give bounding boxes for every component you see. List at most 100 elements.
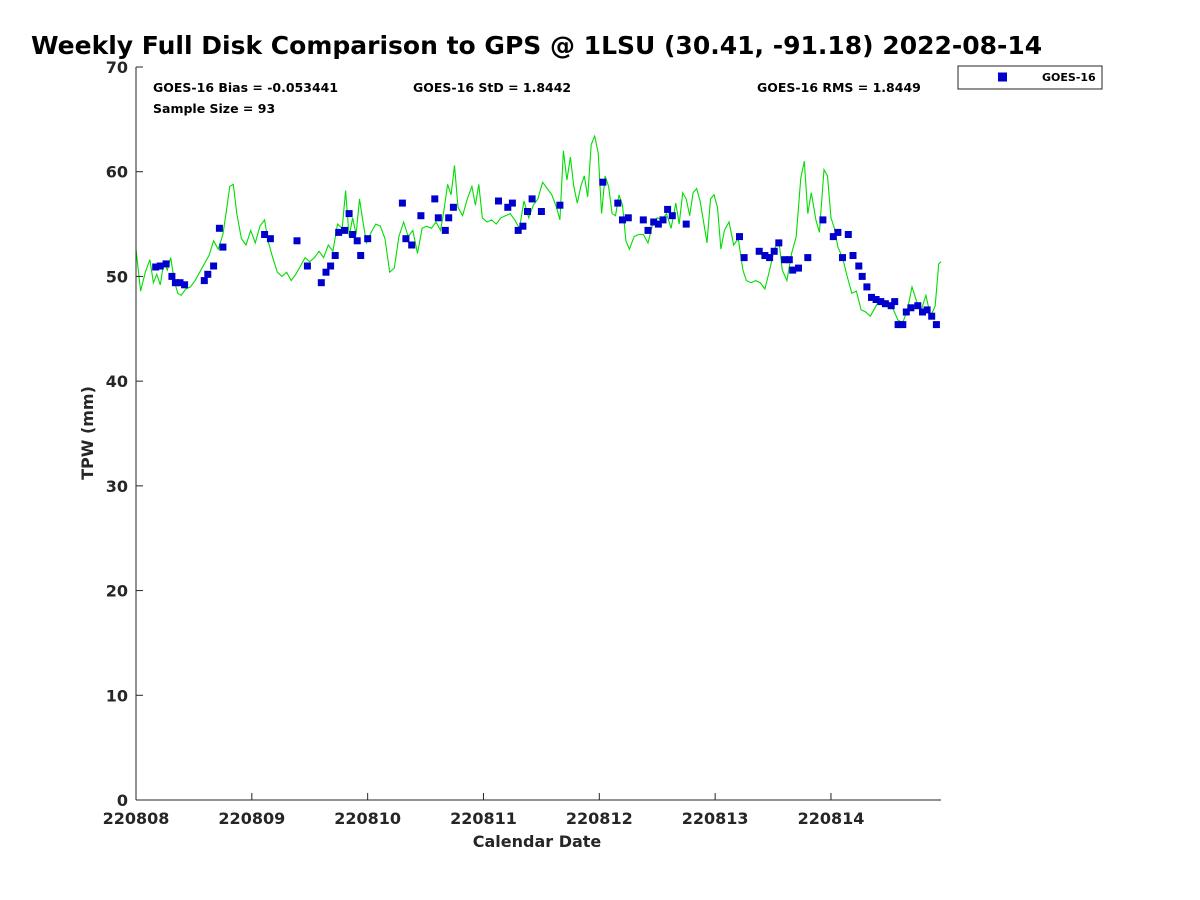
y-axis-ticks: 0 10 20 30 40 50 60 70 (106, 58, 143, 810)
goes16-data-point (341, 226, 348, 234)
goes16-data-point (417, 212, 425, 220)
goes16-data-point (891, 298, 899, 306)
goes16-data-point (441, 226, 449, 234)
chart-title: Weekly Full Disk Comparison to GPS @ 1LS… (31, 31, 1042, 60)
goes16-data-point (819, 216, 827, 224)
goes16-data-point (431, 195, 439, 203)
y-axis-label: TPW (mm) (78, 386, 97, 480)
goes16-data-point (761, 252, 769, 259)
goes16-data-point (357, 252, 365, 259)
goes16-data-point (872, 296, 880, 303)
y-tick-label: 60 (106, 163, 128, 182)
bias-stat: GOES-16 Bias = -0.053441 (153, 80, 338, 95)
goes16-data-point (599, 178, 607, 186)
x-tick-label: 220808 (103, 809, 170, 828)
goes16-data-point (682, 220, 690, 228)
goes16-data-point (839, 254, 846, 262)
goes16-data-point (303, 262, 311, 270)
goes16-data-point (650, 218, 658, 226)
goes16-data-point (804, 254, 812, 262)
goes16-data-point (855, 262, 863, 270)
goes16-data-point (644, 226, 652, 234)
goes16-data-point (919, 308, 926, 316)
goes16-data-point (504, 203, 512, 211)
goes16-data-point (639, 216, 647, 224)
plot-area (136, 67, 941, 800)
x-tick-label: 220812 (566, 809, 633, 828)
goes16-data-point (162, 260, 170, 268)
goes16-data-point (849, 252, 857, 259)
goes16-data-point (261, 231, 269, 238)
goes16-data-point (317, 279, 325, 287)
goes16-data-point (152, 263, 160, 271)
goes16-data-point (664, 205, 672, 213)
goes16-data-point (293, 237, 301, 245)
goes16-data-point (877, 298, 885, 306)
goes16-data-point (795, 264, 802, 272)
goes16-data-point (168, 272, 176, 280)
y-tick-label: 0 (117, 791, 128, 810)
y-tick-label: 40 (106, 372, 128, 391)
goes16-data-point (881, 300, 889, 308)
legend-box (957, 65, 1103, 90)
x-tick-label: 220813 (682, 809, 749, 828)
goes16-data-point (789, 266, 797, 274)
goes16-data-point (204, 270, 212, 278)
goes16-data-point (176, 279, 184, 287)
goes16-data-point (495, 197, 502, 205)
legend-marker-goes16 (998, 72, 1007, 82)
goes16-data-point (266, 235, 274, 243)
goes16-data-point (829, 233, 837, 241)
goes16-data-point (914, 302, 922, 310)
goes16-data-point (156, 262, 164, 270)
goes16-data-point (907, 304, 915, 312)
goes16-data-point (736, 233, 743, 241)
goes16-data-point (902, 308, 910, 316)
legend-label-goes16: GOES-16 (1042, 71, 1096, 84)
goes16-data-point (624, 214, 632, 222)
std-stat: GOES-16 StD = 1.8442 (413, 80, 571, 95)
goes16-data-point (398, 199, 406, 207)
goes16-data-point (353, 237, 361, 245)
goes16-data-point (335, 228, 343, 236)
goes16-data-point (408, 241, 416, 249)
goes16-data-point (740, 254, 748, 262)
goes16-data-point (668, 212, 676, 220)
goes16-data-point (755, 247, 763, 255)
goes16-data-point (349, 231, 357, 238)
y-tick-label: 20 (106, 582, 128, 601)
x-tick-label: 220809 (218, 809, 285, 828)
goes16-data-point (868, 293, 875, 301)
gps-series-layer (135, 134, 942, 324)
x-axis-label: Calendar Date (473, 832, 602, 851)
goes16-data-point (923, 306, 931, 314)
x-tick-label: 220814 (798, 809, 865, 828)
goes16-data-point (556, 201, 564, 209)
goes16-data-point (775, 239, 783, 247)
goes16-data-point (928, 312, 936, 320)
gps-series-line (135, 134, 942, 324)
goes16-data-point (219, 243, 227, 251)
goes16-data-point (200, 277, 208, 285)
goes16-data-point (215, 224, 223, 232)
goes16-data-point (514, 226, 522, 234)
y-tick-label: 70 (106, 58, 128, 77)
goes16-data-point (654, 220, 662, 228)
goes16-data-point (210, 262, 218, 270)
goes16-data-point (894, 321, 902, 329)
goes16-data-point (659, 216, 667, 224)
sample-size-stat: Sample Size = 93 (153, 101, 275, 116)
goes16-data-point (766, 254, 774, 262)
goes16-data-point (619, 216, 626, 224)
goes16-data-point (171, 279, 179, 287)
goes16-data-point (537, 208, 545, 215)
x-axis-ticks: 220808 220809 220810 220811 220812 220813 2208… (103, 793, 865, 828)
goes16-data-point (508, 199, 516, 207)
goes16-data-point (345, 210, 353, 218)
goes16-data-point (327, 262, 335, 270)
goes16-data-point (434, 214, 442, 222)
goes16-data-point (834, 228, 842, 236)
goes16-data-point (331, 252, 339, 259)
goes16-data-point (519, 222, 527, 230)
